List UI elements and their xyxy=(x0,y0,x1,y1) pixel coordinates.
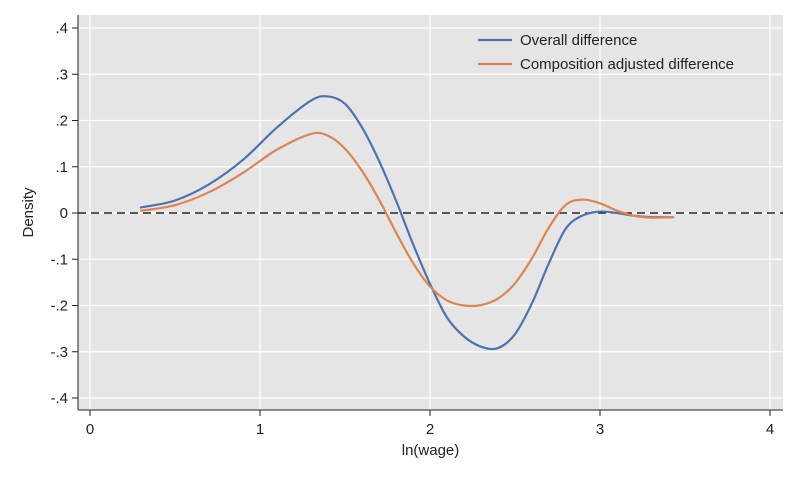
y-tick-label: -.4 xyxy=(50,390,68,407)
series-line-2 xyxy=(139,131,675,308)
x-tick-label: 0 xyxy=(86,421,94,438)
y-tick-label: .4 xyxy=(55,20,68,37)
grid-lines xyxy=(78,15,783,410)
x-axis-title: ln(wage) xyxy=(402,442,460,459)
x-tick-label: 4 xyxy=(766,421,774,438)
y-tick-label: 0 xyxy=(60,205,68,222)
y-tick-label: .1 xyxy=(55,159,68,176)
y-tick-label: .3 xyxy=(55,66,68,83)
y-tick-label: .2 xyxy=(55,113,68,130)
x-tick-label: 3 xyxy=(596,421,604,438)
series-lines xyxy=(139,95,675,351)
legend-label: Composition adjusted difference xyxy=(520,56,734,73)
series-line-1 xyxy=(139,95,675,351)
x-tick-label: 2 xyxy=(426,421,434,438)
y-tick-label: -.1 xyxy=(50,251,68,268)
y-axis-title: Density xyxy=(20,187,37,238)
legend: Overall difference Composition adjusted d… xyxy=(478,32,734,73)
y-tick-label: -.2 xyxy=(50,298,68,315)
legend-label: Overall difference xyxy=(520,32,637,49)
y-tick-label: -.3 xyxy=(50,344,68,361)
x-tick-label: 1 xyxy=(256,421,264,438)
axes: 0 1 2 3 4 -.4 -.3 -.2 -.1 0 .1 .2 .3 .4 xyxy=(50,15,783,438)
